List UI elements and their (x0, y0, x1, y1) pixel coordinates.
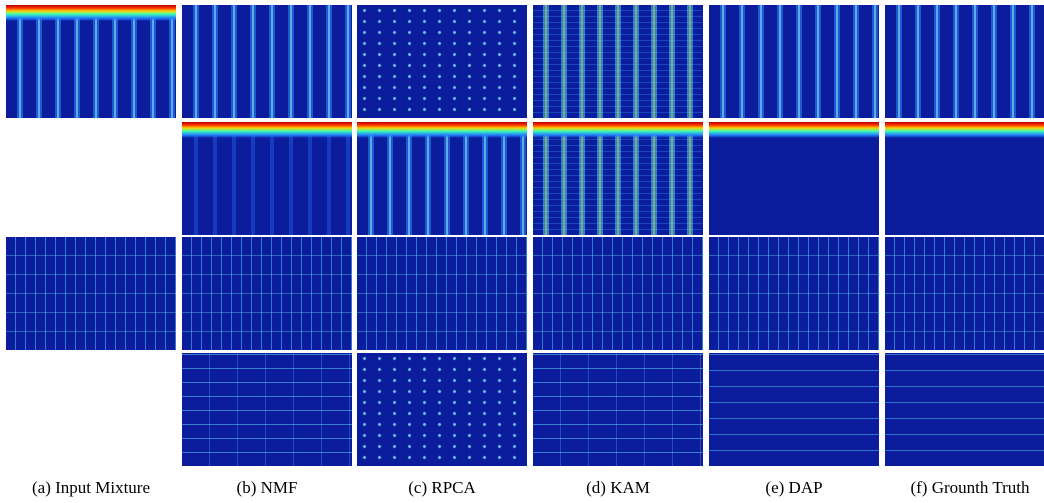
spectrogram (182, 5, 352, 118)
band (533, 122, 703, 138)
band (885, 122, 1044, 138)
caption: (c) RPCA (408, 478, 476, 497)
band (357, 122, 527, 138)
spectrogram (357, 237, 527, 350)
caption: (b) NMF (236, 478, 298, 497)
caption: (e) DAP (765, 478, 823, 497)
caption: (d) KAM (586, 478, 650, 497)
spectrogram (709, 5, 879, 118)
spectrogram (709, 237, 879, 350)
spectrogram (357, 353, 527, 466)
spectrogram (533, 237, 703, 350)
caption: (a) Input Mixture (31, 478, 151, 497)
spectrogram (709, 122, 879, 235)
caption: (f) Grounth Truth (910, 478, 1030, 497)
spectrogram (182, 237, 352, 350)
spectrogram (533, 5, 703, 118)
spectrogram (182, 122, 352, 235)
spectrogram (885, 237, 1044, 350)
spectrogram (6, 5, 176, 118)
spectrogram (357, 122, 527, 235)
spectrogram (709, 353, 879, 466)
spectrogram (533, 122, 703, 235)
spectrogram (357, 5, 527, 118)
spectrogram (6, 237, 176, 350)
spectrogram (885, 5, 1044, 118)
band (709, 122, 879, 138)
spectrogram (182, 353, 352, 466)
spectrogram (885, 353, 1044, 466)
band (6, 5, 176, 21)
spectrogram (533, 353, 703, 466)
spectrogram (885, 122, 1044, 235)
band (182, 122, 352, 138)
